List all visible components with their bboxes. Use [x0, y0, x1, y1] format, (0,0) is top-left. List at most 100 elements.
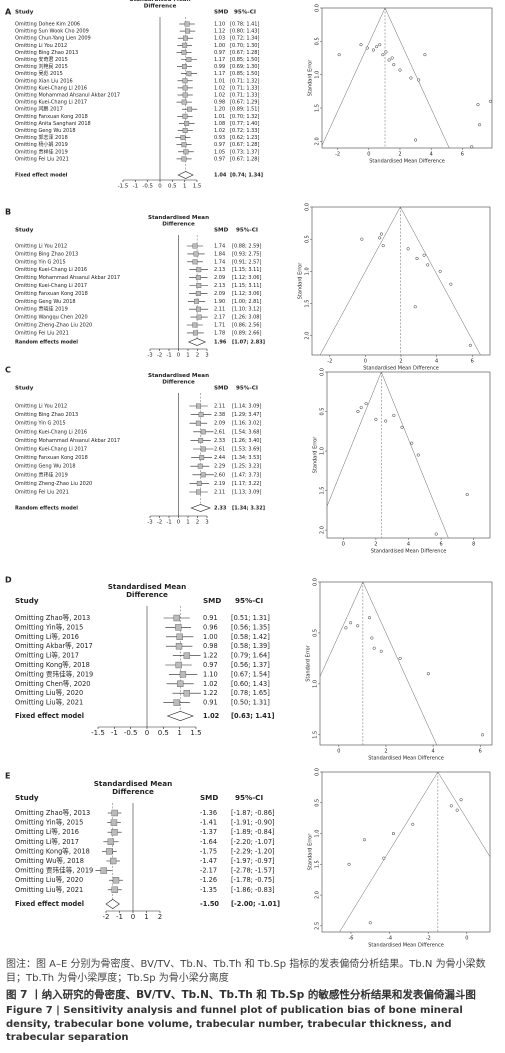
funnel-point — [411, 822, 415, 826]
x-tick-label: -4 — [387, 936, 392, 942]
study-name: Omitting Fanxuan Kong 2018 — [15, 114, 88, 120]
ci-value: [0.71; 1.32] — [230, 78, 259, 84]
smd-value: 2.09 — [214, 421, 225, 427]
study-name: Omitting Kuei-Chang Li 2017 — [15, 447, 87, 453]
x-tick-label: 0.5 — [158, 729, 169, 737]
ci-value: [1.47; 3.73] — [232, 472, 261, 478]
study-name: Omitting Chun-Yang Lien 2009 — [15, 36, 91, 42]
smd-value: 0.97 — [214, 50, 225, 56]
ci-value: [1.13; 3.09] — [232, 490, 261, 496]
ci-value: [0.56; 1.37] — [231, 661, 270, 669]
smd-value: 1.74 — [214, 244, 225, 250]
ci-value: [0.85; 1.50] — [230, 57, 259, 63]
study-name: Omitting Kuei-Chang Li 2017 — [15, 283, 87, 289]
smd-value: 2.44 — [214, 455, 225, 461]
x-tick-label: 1 — [183, 184, 186, 190]
study-name: Omitting Yin G 2015 — [15, 421, 66, 427]
study-name: Omitting 闫鹏 2017 — [15, 106, 63, 113]
funnel-point — [384, 50, 388, 54]
x-tick-label: -6 — [348, 936, 353, 942]
smd-square — [186, 71, 192, 77]
study-name: Omitting 贾玮佳等, 2019 — [15, 669, 93, 678]
funnel-point — [477, 123, 482, 127]
ci-value: [0.88; 2.59] — [232, 244, 261, 250]
y-tick-label: 0.0 — [315, 4, 321, 12]
ci-value: [0.70; 1.30] — [230, 43, 259, 49]
funnel-point — [459, 798, 463, 802]
study-name: Omitting Li等, 2016 — [15, 827, 79, 836]
y-tick-label: 1.5 — [320, 487, 326, 495]
y-tick-label: 1.0 — [313, 680, 319, 688]
ci-value: [1.26; 3.40] — [232, 438, 261, 444]
smd-square — [184, 21, 190, 27]
smd-square — [195, 290, 201, 296]
smd-square — [110, 819, 118, 826]
study-name: Omitting Dohee Kim 2006 — [15, 22, 80, 28]
x-tick-label: 4 — [407, 542, 410, 548]
smd-square — [183, 652, 191, 659]
funnel-point — [423, 53, 427, 57]
ci-value: [0.79; 1.64] — [231, 652, 270, 660]
study-name: Omitting Bing Zhao 2013 — [15, 251, 78, 257]
x-tick-label: -1 — [116, 913, 123, 921]
funnel-point — [387, 58, 391, 62]
forest-title: Difference — [162, 380, 195, 386]
y-tick-label: 0.5 — [315, 799, 321, 807]
x-tick-label: -2 — [335, 152, 340, 158]
ci-value: [0.50; 1.31] — [231, 699, 270, 707]
study-name: Omitting Geng Wu 2018 — [15, 299, 76, 305]
ci-value: [0.56; 1.35] — [231, 623, 270, 631]
y-tick-label: 1.0 — [320, 447, 326, 455]
smd-square — [182, 78, 188, 84]
smd-value: 0.96 — [203, 623, 218, 631]
ci-value: [1.25; 3.23] — [232, 464, 261, 470]
x-tick-label: 6 — [479, 749, 482, 755]
ci-value: [0.73; 1.37] — [230, 149, 259, 155]
smd-value: 2.33 — [214, 438, 225, 444]
x-tick-label: -2 — [157, 353, 162, 359]
funnel-point — [349, 621, 353, 625]
x-tick-label: 8 — [472, 542, 475, 548]
x-tick-label: -2 — [327, 359, 332, 365]
smd-value: 1.84 — [214, 251, 225, 257]
x-tick-label: 4 — [430, 152, 433, 158]
funnel-point — [364, 402, 368, 406]
x-tick-label: -1 — [166, 520, 171, 526]
ci-value: [0.77; 1.40] — [230, 121, 259, 127]
funnel-lines — [320, 582, 437, 745]
smd-value: 0.98 — [203, 642, 218, 650]
smd-square — [181, 142, 187, 148]
ci-header: 95%-CI — [234, 10, 256, 16]
x-tick-label: 2 — [196, 353, 199, 359]
smd-square — [196, 314, 202, 320]
study-header: Study — [15, 596, 39, 605]
x-tick-label: -0.5 — [124, 729, 138, 737]
x-tick-label: 1.5 — [193, 184, 202, 190]
x-tick-label: 6 — [471, 359, 474, 365]
ci-value: [0.60; 1.43] — [231, 680, 270, 688]
funnel-point — [414, 138, 418, 142]
smd-square — [181, 156, 187, 162]
funnel-point — [365, 46, 369, 50]
study-name: Omitting 安奇君 2015 — [15, 56, 68, 63]
forest-title: Difference — [112, 787, 154, 796]
study-name: Omitting Bing Zhao 2013 — [15, 50, 78, 56]
x-tick-label: 1 — [186, 520, 189, 526]
smd-value: 2.09 — [214, 291, 225, 297]
smd-square — [196, 267, 202, 273]
smd-square — [173, 699, 180, 706]
study-header: Study — [15, 228, 34, 234]
smd-value: 0.91 — [203, 699, 218, 707]
study-name: Omitting Fei Liu 2021 — [15, 330, 69, 336]
smd-value: -1.35 — [200, 886, 217, 894]
ci-value: [0.62; 1.23] — [230, 135, 259, 141]
funnel-point — [392, 63, 396, 67]
study-name: Omitting Li You 2012 — [15, 244, 67, 250]
smd-value: 1.08 — [214, 121, 225, 127]
x-tick-label: 0 — [131, 913, 135, 921]
smd-square — [111, 829, 118, 836]
smd-value: 1.05 — [214, 149, 225, 155]
ci-value: [0.71; 1.33] — [230, 93, 259, 99]
y-tick-label: 2.0 — [320, 526, 326, 534]
x-tick-label: 0 — [465, 936, 468, 942]
